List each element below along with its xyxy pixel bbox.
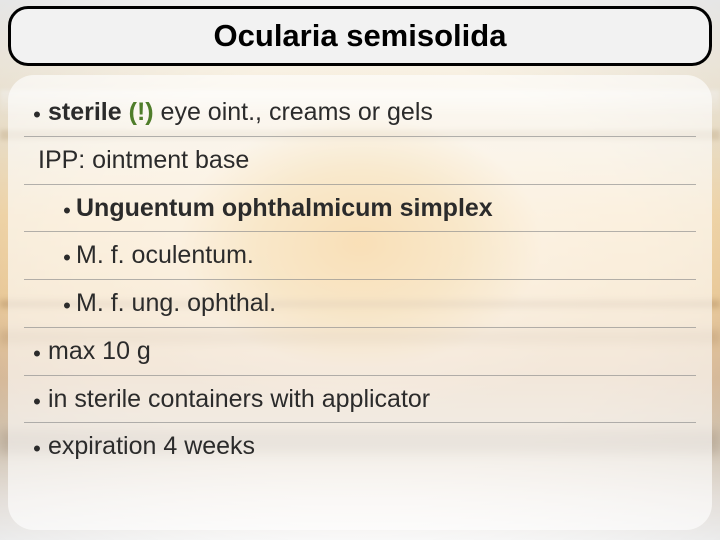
list-item: • M. f. oculentum. — [24, 232, 696, 280]
bullet-icon: • — [28, 104, 46, 126]
list-item: • Unguentum ophthalmicum simplex — [24, 185, 696, 233]
text: eye oint., creams or gels — [154, 98, 433, 126]
list-item-text: sterile (!) eye oint., creams or gels — [46, 93, 433, 132]
list-item-text: M. f. ung. ophthal. — [76, 284, 276, 323]
list-item-text: M. f. oculentum. — [76, 236, 254, 275]
bullet-icon: • — [28, 438, 46, 460]
bullet-icon: • — [58, 295, 76, 317]
bullet-icon: • — [58, 200, 76, 222]
list-item: • IPP: ointment base — [24, 137, 696, 185]
list-item: • max 10 g — [24, 328, 696, 376]
bullet-icon: • — [28, 391, 46, 413]
text-bold: sterile — [48, 98, 122, 126]
list-item-text: Unguentum ophthalmicum simplex — [76, 189, 493, 228]
list-item: • in sterile containers with applicator — [24, 376, 696, 424]
list-item-text: expiration 4 weeks — [46, 427, 255, 466]
list-item: • expiration 4 weeks — [24, 423, 696, 470]
list-item: • sterile (!) eye oint., creams or gels — [24, 89, 696, 137]
list-item: • M. f. ung. ophthal. — [24, 280, 696, 328]
list-item-text: in sterile containers with applicator — [46, 380, 430, 419]
list-item-text: max 10 g — [46, 332, 151, 371]
bullet-icon: • — [28, 343, 46, 365]
text-accent: (!) — [122, 98, 154, 126]
title-card: Ocularia semisolida — [8, 6, 712, 66]
bullet-icon: • — [58, 247, 76, 269]
content-card: • sterile (!) eye oint., creams or gels … — [8, 75, 712, 530]
page-title: Ocularia semisolida — [214, 18, 507, 54]
list-item-text: IPP: ointment base — [28, 141, 249, 180]
